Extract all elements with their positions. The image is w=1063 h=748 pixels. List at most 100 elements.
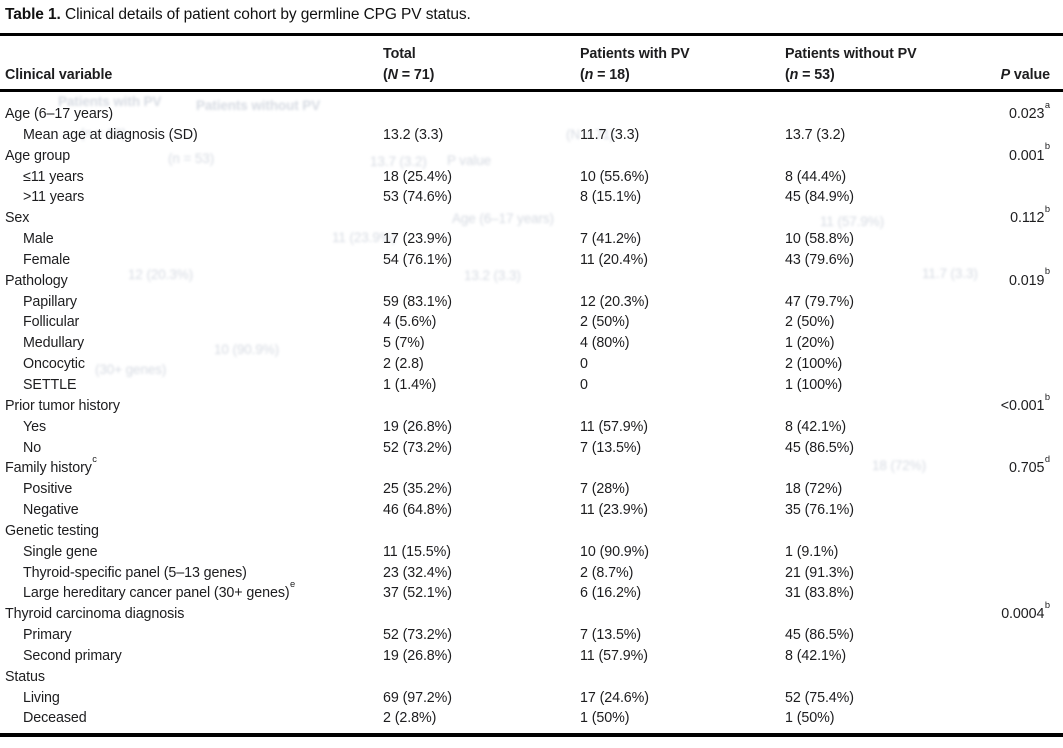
- cell-total: [383, 208, 580, 229]
- cell-total: 59 (83.1%): [383, 293, 452, 310]
- bleed-through-artifact: 18 (72%): [872, 458, 926, 473]
- cell-p-value: 0.019b: [1009, 266, 1050, 289]
- cell-p-value: [945, 479, 1063, 500]
- row-label-cell: Second primary: [23, 647, 122, 664]
- cell-with-pv: [580, 208, 785, 229]
- row-label-cell: >11 years: [23, 189, 85, 206]
- cell-with-pv: [580, 271, 785, 292]
- bottom-rule: [0, 733, 1063, 737]
- cell-total: [383, 458, 580, 479]
- row-label-cell: Status: [5, 668, 45, 685]
- col-header-with-pv: Patients with PV: [580, 46, 690, 62]
- cell-without-pv: 1 (100%): [785, 376, 843, 393]
- bleed-through-artifact: (n = 53): [168, 151, 215, 166]
- row-label-cell: Family historyc: [5, 454, 97, 477]
- row-label-cell: Negative: [23, 502, 79, 519]
- table-row: Female 54 (76.1%) 11 (20.4%) 43 (79.6%): [0, 250, 1063, 271]
- bleed-through-artifact: 11 (23.9%): [332, 230, 397, 245]
- table-row: Thyroid carcinoma diagnosis 0.0004b: [0, 600, 1063, 625]
- cell-p-value: [945, 646, 1063, 667]
- row-label-cell: Single gene: [23, 543, 98, 560]
- cell-without-pv: 45 (86.5%): [785, 439, 854, 456]
- cell-without-pv: [785, 667, 945, 688]
- cell-without-pv: 45 (86.5%): [785, 627, 854, 644]
- row-label-cell: Oncocytic: [23, 356, 85, 373]
- cell-total: 46 (64.8%): [383, 502, 452, 519]
- cell-without-pv: 31 (83.8%): [785, 585, 854, 602]
- cell-with-pv: 11 (57.9%): [580, 418, 648, 435]
- cell-p-value: 0.112b: [1010, 203, 1050, 227]
- cell-p-value: <0.001b: [1000, 391, 1050, 414]
- cell-p-value: [945, 354, 1063, 375]
- cell-without-pv: [785, 208, 945, 229]
- cell-with-pv: 0: [580, 356, 588, 373]
- cell-total: [383, 604, 580, 625]
- cell-without-pv: 1 (20%): [785, 335, 835, 352]
- cell-with-pv: 7 (13.5%): [580, 439, 642, 456]
- col-header-without-pv: Patients without PV: [785, 46, 917, 62]
- cell-total: 23 (32.4%): [383, 564, 452, 581]
- cell-with-pv: 7 (28%): [580, 481, 630, 498]
- cell-without-pv: [785, 271, 945, 292]
- cell-without-pv: 52 (75.4%): [785, 689, 854, 706]
- cell-with-pv: 4 (80%): [580, 335, 630, 352]
- cell-total: 17 (23.9%): [383, 231, 452, 248]
- cell-with-pv: 10 (55.6%): [580, 168, 649, 185]
- cell-with-pv: [580, 458, 785, 479]
- row-label-cell: Thyroid-specific panel (5–13 genes): [23, 564, 247, 581]
- cell-without-pv: [785, 458, 945, 479]
- cell-with-pv: 2 (8.7%): [580, 564, 634, 581]
- table-row: >11 years 53 (74.6%) 8 (15.1%) 45 (84.9%…: [0, 187, 1063, 208]
- header-row-1: Total Patients with PV Patients without …: [0, 44, 1063, 65]
- cell-with-pv: 6 (16.2%): [580, 585, 642, 602]
- row-label-cell: Follicular: [23, 314, 80, 331]
- header-row-2: Clinical variable (N = 71) (n = 18) (n =…: [0, 65, 1063, 86]
- cell-total: [383, 146, 580, 167]
- cell-p-value: [945, 229, 1063, 250]
- cell-p-value: [945, 292, 1063, 313]
- table-row: Single gene 11 (15.5%) 10 (90.9%) 1 (9.1…: [0, 542, 1063, 563]
- cell-total: 19 (26.8%): [383, 647, 452, 664]
- table-row: Status: [0, 667, 1063, 688]
- cell-without-pv: 10 (58.8%): [785, 231, 854, 248]
- cell-with-pv: [580, 146, 785, 167]
- cell-without-pv: 45 (84.9%): [785, 189, 854, 206]
- cell-without-pv: [785, 146, 945, 167]
- cell-with-pv: 12 (20.3%): [580, 293, 649, 310]
- cell-total: 37 (52.1%): [383, 585, 452, 602]
- cell-without-pv: 21 (91.3%): [785, 564, 854, 581]
- table-row: ≤11 years 18 (25.4%) 10 (55.6%) 8 (44.4%…: [0, 167, 1063, 188]
- cell-total: 13.2 (3.3): [383, 126, 444, 143]
- cell-with-pv: 11 (57.9%): [580, 647, 648, 664]
- table-row: Male 17 (23.9%) 7 (41.2%) 10 (58.8%): [0, 229, 1063, 250]
- row-label-cell: Positive: [23, 481, 73, 498]
- cell-without-pv: 1 (9.1%): [785, 543, 839, 560]
- cell-total: [383, 667, 580, 688]
- cell-without-pv: 2 (100%): [785, 356, 843, 373]
- bleed-through-artifact: 12 (20.3%): [128, 267, 194, 282]
- row-label-cell: Female: [23, 251, 71, 268]
- table-row: Age group 0.001b: [0, 142, 1063, 167]
- cell-total: 1 (1.4%): [383, 376, 437, 393]
- cell-total: 25 (35.2%): [383, 481, 452, 498]
- table-row: Pathology 0.019b: [0, 266, 1063, 292]
- cell-without-pv: 1 (50%): [785, 710, 835, 727]
- cell-without-pv: 2 (50%): [785, 314, 835, 331]
- cell-with-pv: 7 (41.2%): [580, 231, 642, 248]
- row-label-cell: Male: [23, 231, 54, 248]
- bleed-through-artifact: 11 (57.9%): [820, 214, 885, 229]
- cell-total: [383, 521, 580, 542]
- cell-total: 2 (2.8): [383, 356, 424, 373]
- cell-without-pv: [785, 604, 945, 625]
- cell-total: [383, 396, 580, 417]
- cell-with-pv: 0: [580, 376, 588, 393]
- cell-p-value: 0.705d: [1009, 454, 1050, 477]
- row-label-cell: Large hereditary cancer panel (30+ genes…: [23, 579, 296, 602]
- table-row: Negative 46 (64.8%) 11 (23.9%) 35 (76.1%…: [0, 500, 1063, 521]
- row-label-cell: Mean age at diagnosis (SD): [23, 126, 198, 143]
- cell-with-pv: 17 (24.6%): [580, 689, 649, 706]
- cell-with-pv: [580, 521, 785, 542]
- cell-with-pv: 11.7 (3.3): [580, 126, 640, 143]
